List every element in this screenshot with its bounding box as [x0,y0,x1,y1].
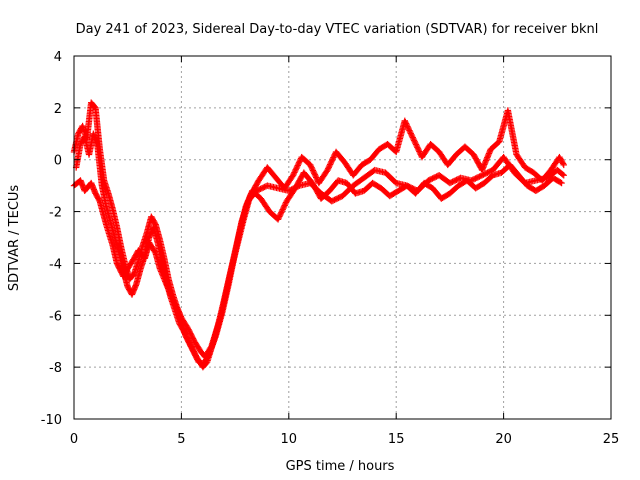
data-point-track-2 [415,146,422,154]
data-point-track-2 [290,170,297,178]
data-point-track-2 [411,138,418,145]
data-point-track-2 [312,172,319,180]
data-point-track-2 [330,152,338,160]
y-axis-label: SDTVAR / TECUs [7,185,22,292]
data-point-track-2 [295,159,303,166]
data-point-track-2 [560,161,567,169]
data-point-track-2 [327,159,334,167]
data-point-track-1 [95,196,103,204]
data-point-track-2 [403,121,410,129]
data-point-track-2 [412,139,419,147]
data-point-track-2 [410,137,418,144]
data-point-track-2 [307,163,315,170]
data-point-track-2 [406,127,413,134]
y-tick-label: 0 [54,154,62,169]
data-point-track-2 [309,167,317,174]
data-point-track-3 [557,179,564,186]
data-point-track-2 [408,131,415,138]
data-point-track-3 [282,200,289,208]
x-tick-label: 25 [603,432,620,447]
y-tick-label: -8 [49,361,62,376]
data-point-track-2 [310,168,317,176]
data-point-track-2 [291,167,299,175]
data-point-track-2 [401,117,408,125]
x-tick-label: 20 [495,432,512,447]
data-point-track-2 [414,144,421,151]
data-point-track-2 [307,161,314,169]
y-tick-label: -6 [49,309,62,324]
data-point-track-2 [326,162,333,170]
y-tick-label: -2 [49,206,62,221]
data-point-track-2 [296,158,303,165]
data-point-track-3 [275,214,282,222]
data-point-track-3 [277,210,284,217]
x-tick-label: 10 [281,432,298,447]
data-point-track-2 [410,135,417,143]
x-tick-label: 0 [70,432,78,447]
data-point-track-2 [311,171,319,178]
data-point-track-2 [326,161,334,168]
data-point-track-3 [278,207,286,215]
x-tick-label: 5 [177,432,185,447]
data-point-track-2 [309,165,316,173]
data-point-track-3 [280,204,287,212]
data-point-track-3 [276,213,283,220]
x-axis-label: GPS time / hours [286,459,395,474]
data-point-track-2 [405,125,412,133]
data-point-track-3 [281,202,288,209]
data-point-track-3 [558,179,565,187]
data-point-track-3 [276,211,284,219]
data-point-track-3 [280,203,288,210]
data-point-track-2 [406,128,414,136]
data-point-track-2 [407,130,414,137]
data-point-track-3 [279,206,286,213]
data-point-track-2 [311,170,318,177]
data-point-track-2 [313,174,320,181]
chart-title: Day 241 of 2023, Sidereal Day-to-day VTE… [76,22,599,37]
data-point-track-3 [274,216,282,223]
data-point-track-2 [414,145,422,152]
data-point-track-2 [289,172,297,179]
data-point-track-2 [413,142,420,150]
data-point-track-3 [278,209,285,216]
data-point-track-2 [402,120,410,127]
data-point-track-2 [404,124,412,132]
data-point-track-2 [329,155,336,163]
y-tick-label: 2 [54,102,62,117]
data-point-track-2 [412,141,420,148]
y-tick-label: -4 [49,257,62,272]
data-point-track-2 [409,134,416,141]
data-point-track-2 [292,166,299,173]
x-tick-label: 15 [388,432,405,447]
data-point-track-2 [328,158,335,165]
data-point-track-2 [408,132,416,140]
data-point-track-2 [308,164,315,171]
y-tick-label: 4 [54,50,62,65]
data-points [70,99,567,371]
data-point-track-2 [559,160,567,167]
data-point-track-2 [328,157,336,164]
data-point-track-2 [324,165,332,172]
data-point-track-1 [560,172,567,179]
axis-ticks: 0 5 10 15 20 25 -10 -8 -6 -4 -2 0 2 4 [41,50,620,447]
data-point-track-2 [324,166,331,174]
data-point-track-2 [330,154,337,161]
plot-frame [73,55,612,420]
data-point-track-2 [293,163,301,171]
data-point-track-2 [294,162,301,169]
data-point-track-1 [559,171,566,178]
data-point-track-2 [325,164,332,171]
y-tick-label: -10 [41,413,62,428]
data-point-track-2 [402,119,409,126]
data-point-track-2 [293,165,300,172]
data-point-track-2 [295,160,302,168]
data-point-track-2 [291,169,298,176]
data-point-track-2 [404,123,411,130]
data-point-track-2 [416,148,423,155]
